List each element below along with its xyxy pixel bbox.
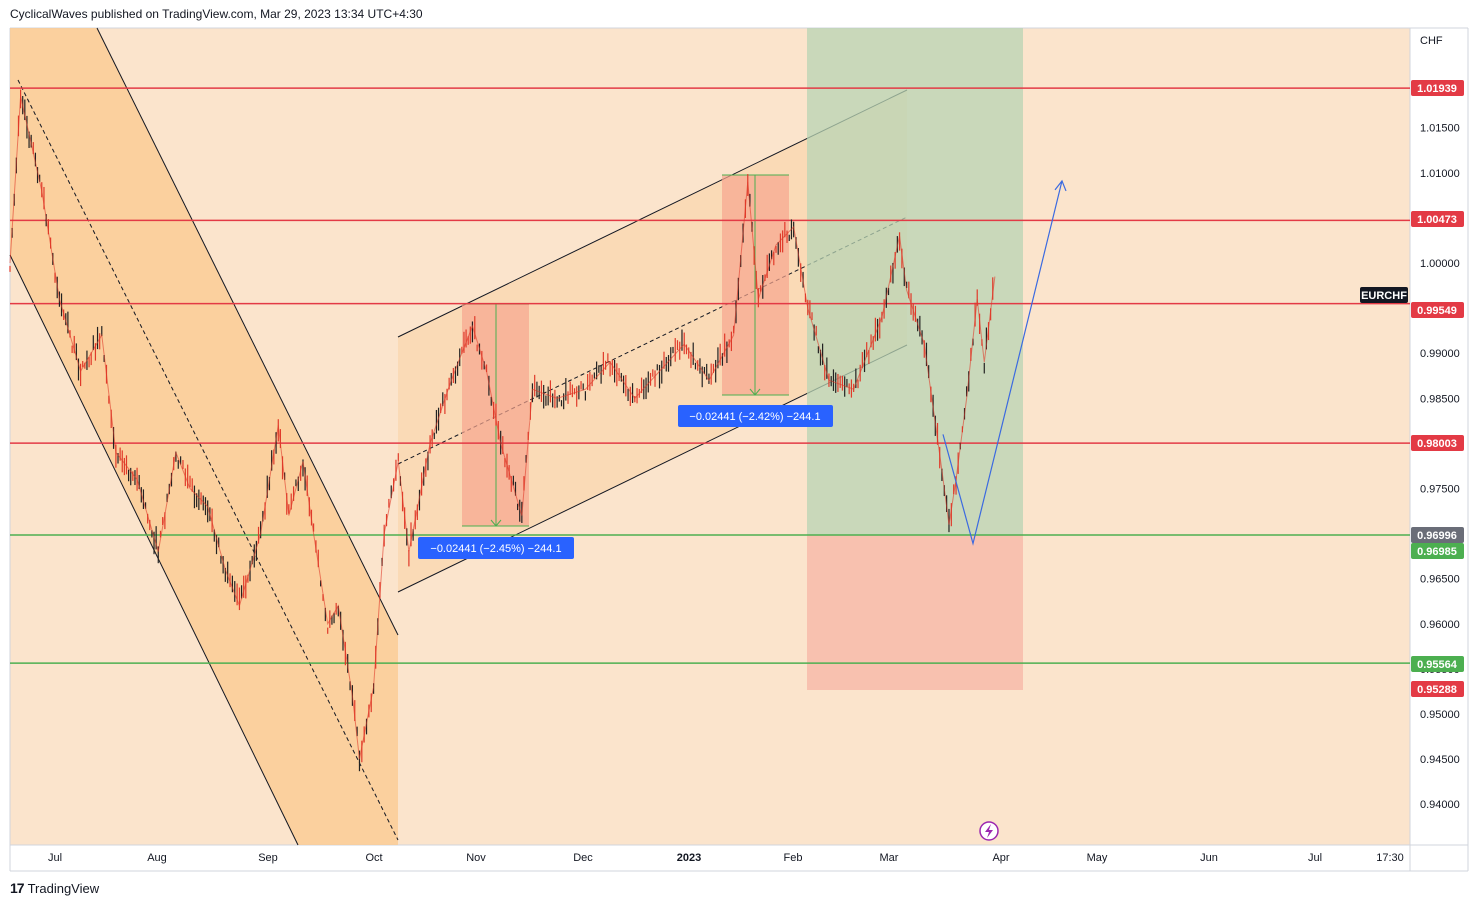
price-level-tag[interactable]	[1411, 543, 1464, 559]
measure-label-1-text: −0.02441 (−2.45%) −244.1	[430, 543, 561, 555]
target-zone[interactable]	[807, 28, 1023, 535]
y-tick-label: 0.99000	[1420, 348, 1460, 360]
footer-brand: TradingView	[27, 880, 100, 896]
projection-path[interactable]	[942, 180, 1063, 546]
descending-channel-fill	[10, 28, 398, 845]
price-level-tag-text: 0.96996	[1417, 530, 1457, 542]
x-tick-label: Sep	[258, 852, 278, 864]
measure-label-2-text: −0.02441 (−2.42%) −244.1	[689, 411, 820, 423]
y-tick-label: 1.01000	[1420, 168, 1460, 180]
y-tick-label: 0.98500	[1420, 393, 1460, 405]
x-tick-label: Dec	[573, 852, 593, 864]
descending-channel-mid	[17, 79, 399, 841]
currency-label: CHF	[1420, 35, 1443, 47]
symbol-tag-text: EURCHF	[1361, 290, 1407, 302]
x-tick-label: Aug	[147, 852, 167, 864]
measure-label-2[interactable]	[678, 405, 833, 427]
x-tick-label: Oct	[365, 852, 382, 864]
descending-channel-upper[interactable]	[96, 27, 399, 636]
header-text: CyclicalWaves published on TradingView.c…	[10, 7, 423, 21]
y-tick-label: 0.95000	[1420, 709, 1460, 721]
price-level-tag[interactable]	[1411, 302, 1464, 318]
price-level-tag-text: 0.95288	[1417, 684, 1457, 696]
projection-arrowhead	[1054, 179, 1067, 192]
y-tick-label: 0.94500	[1420, 754, 1460, 766]
x-tick-label: Jul	[48, 852, 62, 864]
tradingview-footer[interactable]: 17 TradingView	[10, 880, 99, 896]
y-tick-label: 0.96000	[1420, 619, 1460, 631]
y-tick-label: 0.96500	[1420, 574, 1460, 586]
x-tick-label: Nov	[466, 852, 486, 864]
price-level-tag[interactable]	[1411, 435, 1464, 451]
time-axis[interactable]	[10, 845, 1410, 871]
price-level-tag-text: 0.95564	[1417, 659, 1458, 671]
x-tick-label: Mar	[880, 852, 899, 864]
price-level-tag-text: 0.98003	[1417, 438, 1457, 450]
x-tick-label: Apr	[992, 852, 1009, 864]
x-tick-label: 17:30	[1376, 852, 1404, 864]
x-tick-label: Jun	[1200, 852, 1218, 864]
price-level-tag[interactable]	[1411, 656, 1464, 672]
y-tick-label: 0.97500	[1420, 484, 1460, 496]
price-level-tag[interactable]	[1411, 527, 1464, 543]
measure-label-1[interactable]	[418, 537, 574, 559]
x-tick-label: Jul	[1308, 852, 1322, 864]
stop-zone[interactable]	[807, 535, 1023, 690]
symbol-tag[interactable]	[1360, 287, 1408, 303]
price-level-tag-text: 1.00473	[1417, 214, 1457, 226]
y-tick-label: 0.94000	[1420, 799, 1460, 811]
price-level-tag[interactable]	[1411, 211, 1464, 227]
price-level-tag-text: 1.01939	[1417, 83, 1457, 95]
price-level-tag-text: 0.96985	[1417, 546, 1457, 558]
x-tick-label: Feb	[784, 852, 803, 864]
lightning-icon-glyph	[985, 824, 993, 838]
publisher-header: CyclicalWaves published on TradingView.c…	[10, 7, 423, 21]
price-level-tag[interactable]	[1411, 80, 1464, 96]
price-level-tag-text: 0.99549	[1417, 305, 1457, 317]
tradingview-logo-icon: 17	[10, 880, 25, 896]
price-level-tag[interactable]	[1411, 681, 1464, 697]
price-series-line[interactable]	[9, 96, 996, 760]
x-tick-label: May	[1087, 852, 1108, 864]
y-tick-label: 1.00000	[1420, 258, 1460, 270]
x-tick-label: 2023	[677, 852, 701, 864]
y-tick-label: 1.01500	[1420, 123, 1460, 135]
